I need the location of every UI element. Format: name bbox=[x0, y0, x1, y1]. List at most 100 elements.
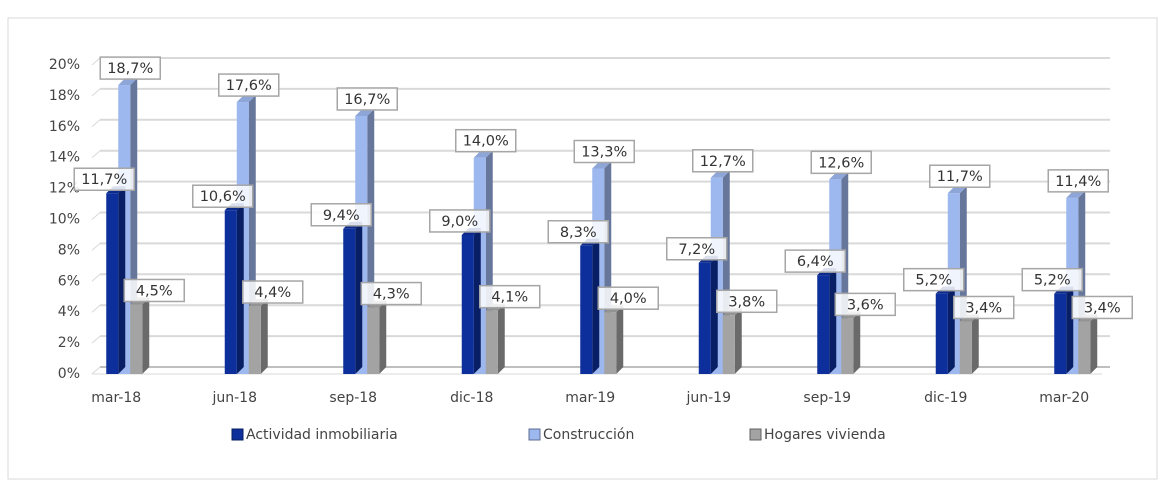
grid-line-depth bbox=[91, 88, 101, 97]
value-label: 12,6% bbox=[818, 155, 864, 171]
value-label-box bbox=[903, 267, 965, 292]
bar bbox=[248, 306, 261, 374]
bar bbox=[1054, 293, 1067, 374]
y-tick-label: 4% bbox=[58, 304, 80, 320]
bar-side bbox=[592, 238, 600, 374]
bar bbox=[935, 293, 948, 374]
x-tick-label: mar-19 bbox=[565, 390, 615, 406]
x-tick-label: dic-19 bbox=[924, 390, 967, 406]
legend-swatch bbox=[528, 428, 541, 441]
bar bbox=[580, 245, 593, 374]
value-label-box bbox=[218, 73, 280, 97]
bar-side bbox=[853, 311, 861, 374]
value-label: 4,5% bbox=[136, 283, 173, 299]
value-label-box bbox=[73, 167, 135, 191]
x-tick-label: sep-18 bbox=[329, 390, 377, 406]
x-tick-label: sep-19 bbox=[803, 390, 851, 406]
value-label: 5,2% bbox=[915, 273, 952, 289]
value-label-box bbox=[810, 150, 872, 175]
value-label: 3,8% bbox=[728, 294, 765, 310]
bar bbox=[841, 318, 854, 374]
bar-side bbox=[473, 227, 481, 374]
bar-side bbox=[236, 203, 244, 374]
y-tick-label: 10% bbox=[49, 212, 80, 228]
value-label-box bbox=[692, 149, 754, 173]
bar-side bbox=[118, 186, 126, 374]
bar bbox=[959, 321, 972, 374]
bar bbox=[817, 275, 830, 374]
value-label: 11,7% bbox=[937, 169, 983, 185]
bar-side bbox=[142, 297, 150, 374]
value-label: 9,0% bbox=[441, 214, 478, 230]
bar bbox=[224, 210, 237, 374]
bar bbox=[485, 310, 498, 374]
value-label-box bbox=[242, 280, 304, 304]
value-label-box bbox=[1071, 295, 1133, 320]
legend-label: Hogares vivienda bbox=[764, 427, 886, 443]
bar-side bbox=[355, 221, 363, 374]
value-label-box bbox=[192, 184, 254, 208]
value-label-box bbox=[123, 278, 185, 303]
grid-line-depth bbox=[91, 243, 101, 251]
legend-label: Construcción bbox=[543, 427, 634, 443]
value-label-box bbox=[953, 295, 1015, 320]
grid-line-depth bbox=[91, 150, 101, 159]
value-label: 5,2% bbox=[1034, 273, 1071, 289]
y-tick-label: 18% bbox=[49, 88, 80, 104]
value-label-box bbox=[929, 164, 991, 188]
value-label: 3,4% bbox=[965, 300, 1002, 316]
x-tick-label: jun-19 bbox=[685, 390, 731, 406]
y-tick-label: 20% bbox=[49, 57, 80, 73]
legend-label: Actividad inmobiliaria bbox=[246, 427, 398, 443]
value-label: 4,0% bbox=[610, 291, 647, 307]
value-label: 6,4% bbox=[797, 254, 834, 270]
value-label-box bbox=[834, 292, 896, 317]
bar bbox=[367, 307, 380, 374]
bar bbox=[343, 228, 356, 374]
value-label: 3,4% bbox=[1084, 300, 1121, 316]
value-label-box bbox=[1047, 169, 1109, 193]
bar-side bbox=[616, 305, 624, 374]
value-label-box bbox=[1021, 267, 1083, 292]
value-label: 8,3% bbox=[560, 225, 597, 241]
bar-side bbox=[379, 300, 387, 374]
value-label: 10,6% bbox=[200, 189, 246, 205]
bar bbox=[722, 315, 735, 374]
value-label-box bbox=[597, 286, 659, 310]
y-tick-label: 8% bbox=[58, 242, 80, 258]
bar-side bbox=[710, 255, 718, 374]
grid-line-depth bbox=[91, 57, 101, 66]
bar bbox=[461, 234, 474, 374]
bar bbox=[1078, 321, 1091, 374]
value-label-box bbox=[99, 56, 161, 80]
grid-line-depth bbox=[91, 304, 101, 313]
y-tick-label: 0% bbox=[58, 366, 80, 382]
y-tick-label: 16% bbox=[49, 119, 80, 135]
y-tick-label: 12% bbox=[49, 181, 80, 197]
value-label: 9,4% bbox=[323, 208, 360, 224]
value-label: 16,7% bbox=[344, 92, 390, 108]
value-label: 7,2% bbox=[678, 242, 715, 258]
grid-line-depth bbox=[91, 366, 101, 375]
value-label-box bbox=[547, 220, 609, 244]
bar bbox=[106, 193, 119, 374]
value-label: 13,3% bbox=[581, 145, 627, 161]
value-label-box bbox=[479, 284, 541, 309]
value-label: 4,1% bbox=[491, 290, 528, 306]
bar-side bbox=[971, 314, 979, 374]
grid-line-depth bbox=[91, 273, 101, 282]
value-label: 14,0% bbox=[463, 134, 509, 150]
value-label-box bbox=[455, 128, 517, 153]
y-tick-label: 14% bbox=[49, 150, 80, 166]
grid-line-depth bbox=[91, 335, 101, 344]
value-label: 18,7% bbox=[107, 61, 153, 77]
value-label-box bbox=[666, 237, 728, 261]
bar-side bbox=[497, 303, 505, 374]
value-label: 12,7% bbox=[700, 154, 746, 170]
bar-side bbox=[734, 308, 742, 374]
bar bbox=[604, 312, 617, 374]
value-label-box bbox=[360, 281, 422, 306]
value-label: 11,7% bbox=[81, 172, 127, 188]
value-label-box bbox=[310, 203, 372, 227]
